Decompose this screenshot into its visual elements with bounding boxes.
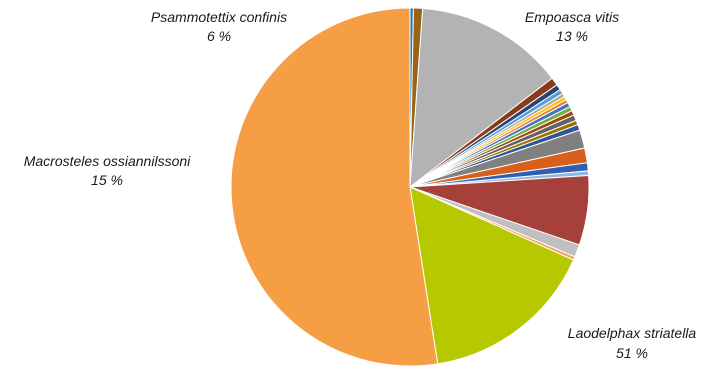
percent-empoasca-vitis: 13 % — [556, 28, 588, 44]
pie-slice-empoasca-vitis — [409, 7, 553, 189]
percent-laodelphax-striatella: 51 % — [616, 345, 648, 361]
percent-psammotettix-confinis: 6 % — [207, 28, 231, 44]
pie-slices — [230, 7, 590, 367]
label-laodelphax-striatella: Laodelphax striatella — [568, 325, 697, 341]
label-psammotettix-confinis: Psammotettix confinis — [151, 9, 287, 25]
label-empoasca-vitis: Empoasca vitis — [525, 9, 619, 25]
percent-macrosteles-ossiannilssoni: 15 % — [91, 172, 123, 188]
pie-slice-macrosteles-ossiannilssoni — [409, 186, 575, 365]
label-macrosteles-ossiannilssoni: Macrosteles ossiannilssoni — [24, 153, 191, 169]
pie-slice-laodelphax-striatella — [230, 7, 439, 367]
